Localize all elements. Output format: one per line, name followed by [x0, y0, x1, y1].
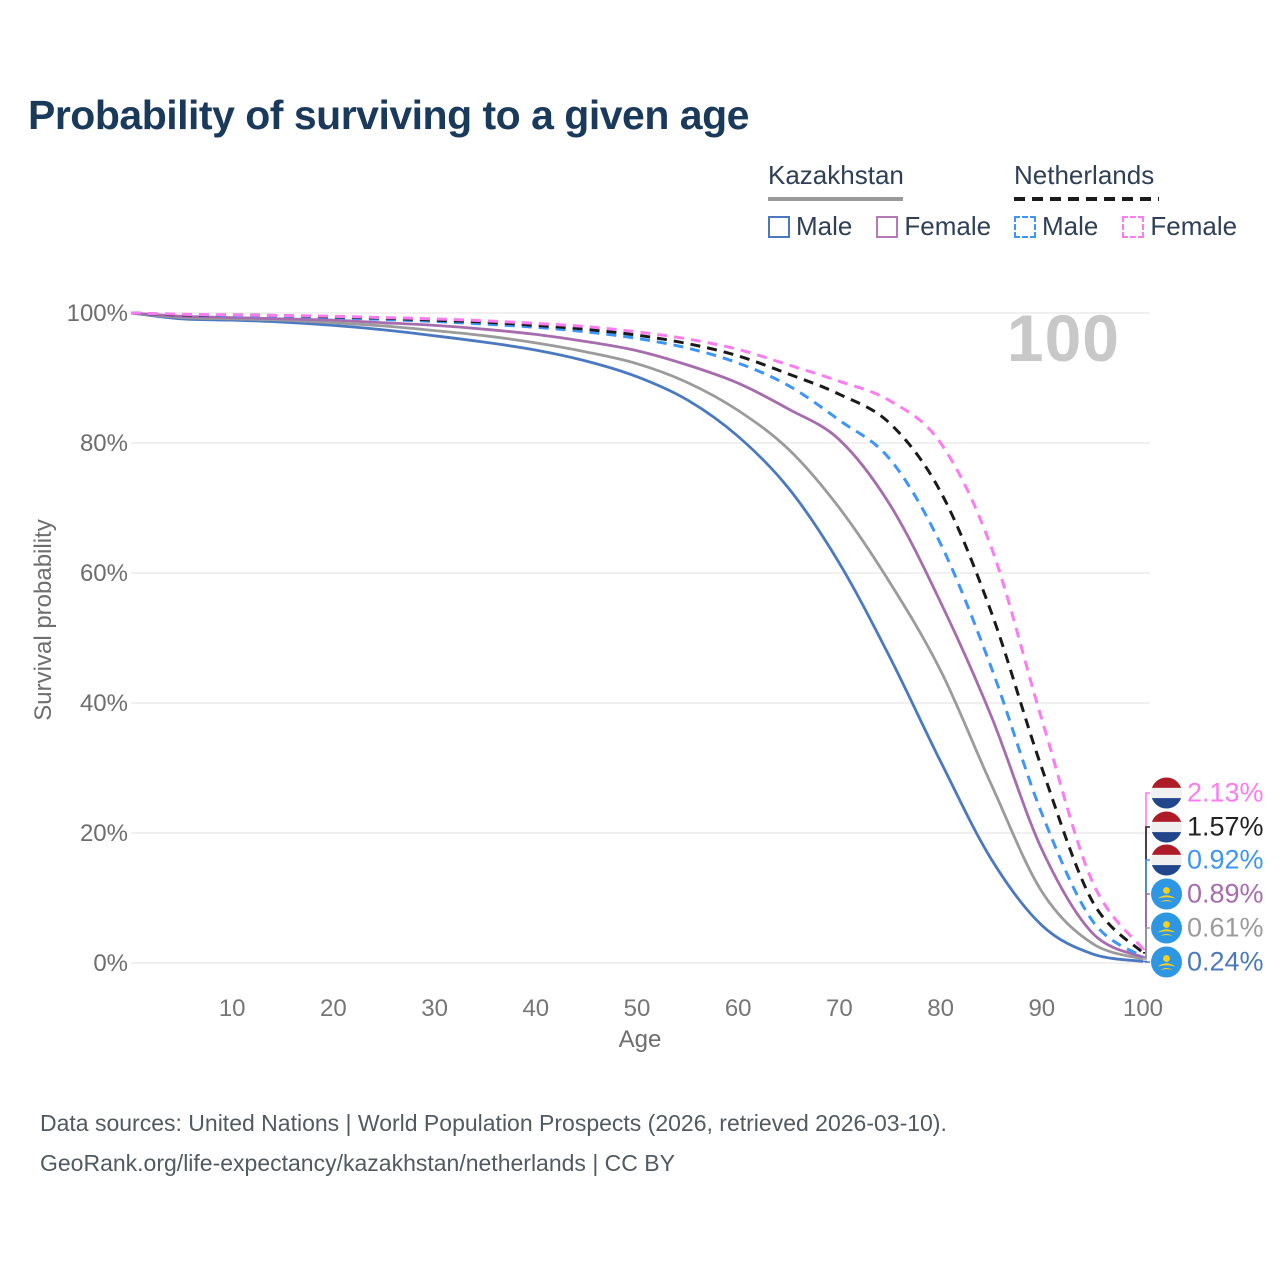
legend-underline-netherlands — [1014, 197, 1159, 201]
x-tick-label-70: 70 — [826, 995, 853, 1022]
legend-underline-kazakhstan — [768, 197, 903, 201]
kazakhstan-flag-icon — [1151, 912, 1182, 944]
end-label-connector-kz-female — [1143, 893, 1150, 958]
netherlands-flag-icon — [1151, 844, 1182, 876]
end-value-label-nl-male: 0.92% — [1151, 844, 1264, 876]
netherlands-flag-icon — [1151, 811, 1182, 843]
legend-item-label-nl-female: Female — [1150, 211, 1238, 241]
y-tick-label-20: 20% — [79, 820, 128, 847]
legend-item-label-nl-male: Male — [1042, 211, 1099, 241]
end-value-text: 0.89% — [1187, 878, 1264, 909]
page-title: Probability of surviving to a given age — [28, 92, 749, 138]
kazakhstan-flag-icon — [1151, 878, 1182, 910]
x-tick-label-10: 10 — [218, 995, 246, 1022]
legend-item-kz-male[interactable]: Male — [768, 211, 852, 242]
legend-swatch-nl-male[interactable] — [1014, 215, 1036, 238]
legend-swatch-kz-male[interactable] — [768, 215, 790, 238]
x-tick-label-80: 80 — [927, 995, 954, 1022]
netherlands-flag-icon — [1151, 777, 1182, 809]
legend-group-kazakhstan: Kazakhstan Male Female — [768, 160, 1009, 242]
y-axis-title: Survival probability — [30, 519, 57, 721]
legend-group-label-netherlands: Netherlands — [1014, 160, 1155, 190]
series-line-nl-male — [130, 311, 1144, 959]
x-tick-label-40: 40 — [522, 995, 550, 1022]
x-tick-label-100: 100 — [1122, 995, 1164, 1022]
series-line-kz-female — [130, 311, 1144, 959]
legend-item-kz-female[interactable]: Female — [876, 211, 991, 242]
end-value-text: 0.92% — [1187, 844, 1264, 875]
legend-item-label-kz-female: Female — [904, 211, 992, 241]
end-value-label-nl-female: 2.13% — [1151, 777, 1264, 809]
series-line-kz-total — [130, 311, 1144, 961]
y-tick-label-40: 40% — [79, 690, 128, 717]
end-value-label-kz-male: 0.24% — [1151, 946, 1264, 978]
y-tick-label-100: 100% — [66, 300, 128, 327]
x-tick-label-50: 50 — [623, 995, 651, 1022]
legend-items-kazakhstan: Male Female — [768, 211, 1009, 242]
footer-source-line: Data sources: United Nations | World Pop… — [40, 1110, 947, 1136]
end-value-label-kz-total: 0.61% — [1151, 912, 1264, 944]
legend-group-label-kazakhstan: Kazakhstan — [768, 160, 904, 190]
legend-items-netherlands: Male Female — [1014, 211, 1255, 242]
x-axis-title: Age — [618, 1026, 662, 1053]
end-value-text: 1.57% — [1187, 811, 1264, 842]
x-tick-label-60: 60 — [724, 995, 752, 1022]
end-value-text: 2.13% — [1187, 777, 1264, 808]
end-value-text: 0.61% — [1187, 912, 1264, 943]
footer-url-line: GeoRank.org/life-expectancy/kazakhstan/n… — [40, 1150, 675, 1176]
legend-swatch-kz-female[interactable] — [876, 215, 899, 238]
legend-item-nl-female[interactable]: Female — [1122, 211, 1237, 242]
x-tick-label-90: 90 — [1028, 995, 1056, 1022]
series-line-nl-female — [130, 311, 1145, 951]
end-value-label-nl-total: 1.57% — [1151, 811, 1264, 843]
kazakhstan-flag-icon — [1151, 946, 1182, 978]
series-line-kz-male — [130, 311, 1144, 963]
legend-group-netherlands: Netherlands Male Female — [1014, 160, 1255, 242]
end-label-connector-kz-total — [1143, 927, 1150, 960]
y-tick-label-0: 0% — [93, 950, 128, 977]
y-tick-label-80: 80% — [79, 430, 128, 457]
legend-swatch-nl-female[interactable] — [1122, 215, 1145, 238]
series-line-nl-total — [130, 311, 1145, 954]
end-value-text: 0.24% — [1187, 946, 1264, 977]
legend-item-nl-male[interactable]: Male — [1014, 211, 1098, 242]
hover-age-watermark: 100 — [1006, 301, 1120, 375]
end-label-connector-kz-male — [1143, 960, 1150, 963]
x-tick-label-20: 20 — [320, 995, 347, 1022]
x-tick-label-30: 30 — [421, 995, 448, 1022]
end-value-label-kz-female: 0.89% — [1151, 878, 1264, 910]
legend-item-label-kz-male: Male — [796, 211, 853, 241]
y-tick-label-60: 60% — [79, 560, 128, 587]
